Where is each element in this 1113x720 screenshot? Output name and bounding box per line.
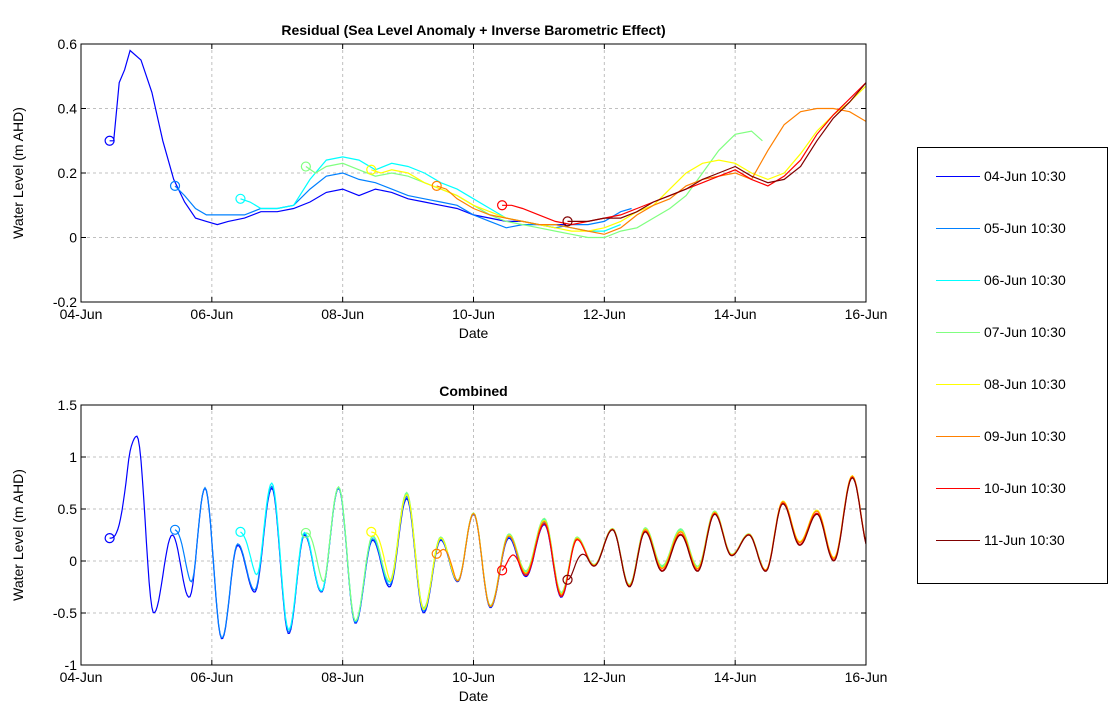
y-tick-label: -1 — [65, 657, 78, 673]
y-axis-label: Water Level (m AHD) — [10, 107, 26, 239]
y-tick-label: 0.4 — [58, 101, 78, 117]
series-start-marker-1 — [104, 533, 115, 544]
legend-item-2: 05-Jun 10:30 — [918, 219, 1107, 239]
x-tick-label: 10-Jun — [452, 669, 495, 685]
legend-swatch — [936, 332, 980, 333]
series-line-8 — [567, 82, 866, 222]
y-axis-label: Water Level (m AHD) — [10, 469, 26, 601]
legend-swatch — [936, 540, 980, 541]
y-tick-label: 1 — [69, 449, 77, 465]
legend-label: 07-Jun 10:30 — [984, 324, 1066, 340]
legend: 04-Jun 10:30 05-Jun 10:30 06-Jun 10:30 0… — [917, 147, 1108, 584]
legend-item-3: 06-Jun 10:30 — [918, 271, 1107, 291]
x-tick-label: 16-Jun — [845, 306, 888, 322]
y-tick-label: 0.2 — [58, 165, 78, 181]
series-start-marker-7 — [497, 565, 508, 576]
x-axis-label: Date — [459, 688, 489, 704]
axes-frame — [80, 404, 867, 666]
legend-label: 10-Jun 10:30 — [984, 480, 1066, 496]
legend-item-5: 08-Jun 10:30 — [918, 375, 1107, 395]
series-start-marker-2 — [169, 180, 181, 191]
x-tick-label: 12-Jun — [583, 669, 626, 685]
legend-swatch — [936, 488, 980, 489]
series-line-5 — [371, 85, 866, 232]
series-line-1 — [109, 49, 567, 226]
legend-swatch — [936, 384, 980, 385]
legend-label: 06-Jun 10:30 — [984, 272, 1066, 288]
x-tick-label: 12-Jun — [583, 306, 626, 322]
series-start-marker-7 — [497, 200, 508, 211]
series-start-marker-3 — [235, 193, 246, 204]
series-start-marker-3 — [235, 526, 246, 537]
y-tick-label: 0.6 — [58, 36, 78, 52]
x-tick-label: 04-Jun — [60, 306, 103, 322]
chart-title: Residual (Sea Level Anomaly + Inverse Ba… — [281, 22, 665, 38]
y-tick-label: 0.5 — [58, 501, 78, 517]
y-tick-label: 0 — [69, 553, 77, 569]
y-tick-label: -0.5 — [53, 605, 77, 621]
x-tick-label: 16-Jun — [845, 669, 888, 685]
series-start-marker-8 — [562, 216, 573, 227]
series-start-marker-6 — [431, 548, 442, 559]
chart-title: Combined — [439, 383, 507, 399]
legend-label: 09-Jun 10:30 — [984, 428, 1066, 444]
legend-label: 05-Jun 10:30 — [984, 220, 1066, 236]
y-tick-label: 1.5 — [58, 397, 78, 413]
series-start-marker-6 — [431, 180, 442, 191]
x-tick-label: 04-Jun — [60, 669, 103, 685]
legend-swatch — [936, 228, 980, 229]
series-start-marker-1 — [104, 135, 115, 146]
x-tick-label: 06-Jun — [190, 669, 233, 685]
x-tick-label: 10-Jun — [452, 306, 495, 322]
legend-item-8: 11-Jun 10:30 — [918, 531, 1107, 551]
series-line-2 — [174, 172, 632, 229]
legend-swatch — [936, 176, 980, 177]
series-start-marker-2 — [169, 524, 181, 535]
legend-label: 08-Jun 10:30 — [984, 376, 1066, 392]
series-start-marker-4 — [300, 527, 311, 539]
series-start-marker-8 — [562, 574, 573, 585]
series-line-4 — [305, 130, 763, 239]
legend-label: 04-Jun 10:30 — [984, 168, 1066, 184]
legend-item-4: 07-Jun 10:30 — [918, 323, 1107, 343]
axes-frame — [80, 43, 867, 303]
x-tick-label: 14-Jun — [714, 669, 757, 685]
x-tick-label: 08-Jun — [321, 669, 364, 685]
legend-label: 11-Jun 10:30 — [984, 532, 1065, 548]
series-start-marker-4 — [300, 161, 311, 172]
legend-swatch — [936, 436, 980, 437]
legend-item-6: 09-Jun 10:30 — [918, 427, 1107, 447]
x-axis-label: Date — [459, 325, 489, 341]
series-start-marker-5 — [366, 164, 377, 175]
legend-item-7: 10-Jun 10:30 — [918, 479, 1107, 499]
legend-swatch — [936, 280, 980, 281]
chart-panel-1: 04-Jun 06-Jun 08-Jun 10-Jun 12-Jun 14-Jun 16-J… — [10, 22, 887, 341]
y-tick-label: -0.2 — [53, 294, 77, 310]
legend-item-1: 04-Jun 10:30 — [918, 167, 1107, 187]
series-start-marker-5 — [366, 526, 377, 537]
y-tick-label: 0 — [69, 230, 77, 246]
series-line-6 — [436, 107, 866, 235]
x-tick-label: 06-Jun — [190, 306, 233, 322]
x-tick-label: 08-Jun — [321, 306, 364, 322]
chart-panel-2: 04-Jun 06-Jun 08-Jun 10-Jun 12-Jun 14-Jun 16-J… — [10, 383, 887, 704]
x-tick-label: 14-Jun — [714, 306, 757, 322]
series-line-8 — [567, 477, 866, 588]
